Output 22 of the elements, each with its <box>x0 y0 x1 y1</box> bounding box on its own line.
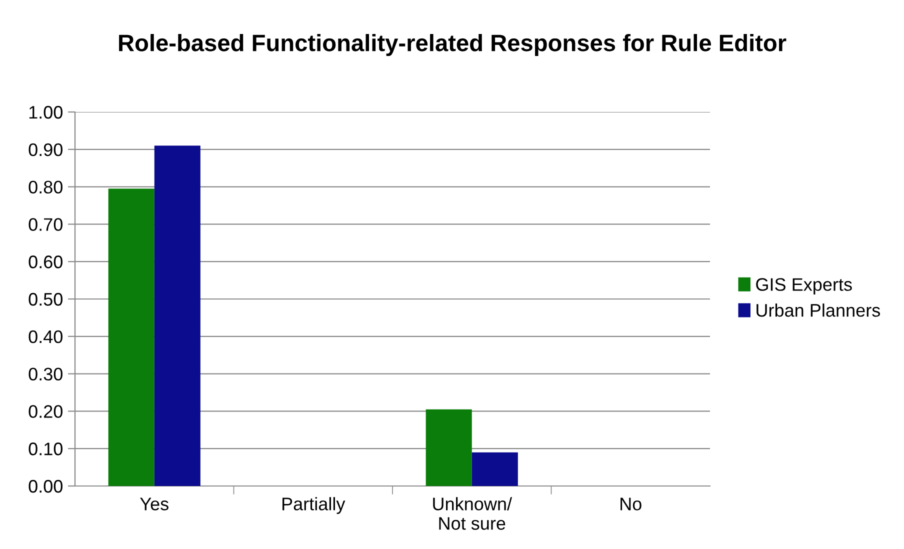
x-tick-label: Partially <box>282 497 346 514</box>
y-tick-label: 0.20 <box>28 405 62 418</box>
y-tick-label: 0.50 <box>28 292 62 306</box>
y-tick-label: 0.60 <box>28 256 62 268</box>
legend-label: GIS Experts <box>756 278 852 294</box>
y-tick-label: 0.00 <box>28 480 62 493</box>
bar <box>472 452 518 486</box>
y-tick-label: 1.00 <box>29 106 62 119</box>
y-tick-label: 0.90 <box>28 143 62 156</box>
chart-title: Role-based Functionality-related Responses for Rule Editor <box>119 34 786 56</box>
y-tick-label: 0.80 <box>28 180 62 194</box>
y-tick-label: 0.40 <box>28 330 62 344</box>
legend-label: Urban Planners <box>756 304 880 317</box>
y-tick-label: 0.10 <box>28 442 62 456</box>
x-tick-label: Yes <box>140 498 168 510</box>
x-tick-label: Unknown/Not sure <box>433 497 512 530</box>
bar <box>154 146 200 486</box>
y-tick-label: 0.30 <box>28 368 62 381</box>
x-tick-label: No <box>620 498 642 510</box>
bar <box>426 409 472 486</box>
y-tick-label: 0.70 <box>28 218 62 231</box>
bar <box>108 188 154 486</box>
